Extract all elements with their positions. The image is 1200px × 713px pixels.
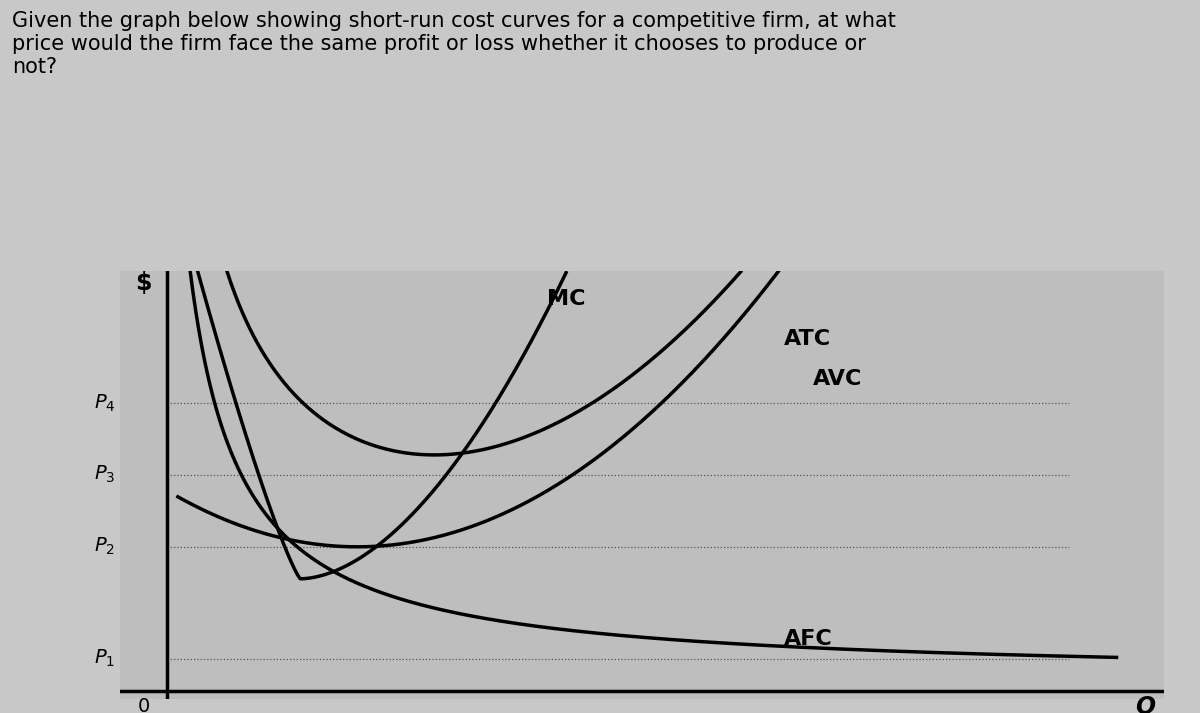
Text: $P_4$: $P_4$	[94, 392, 115, 414]
Text: Q: Q	[1135, 694, 1156, 713]
Text: $P_3$: $P_3$	[94, 464, 115, 486]
Text: $P_2$: $P_2$	[95, 536, 115, 558]
Text: $P_1$: $P_1$	[94, 648, 115, 670]
Text: $: $	[136, 271, 152, 295]
Text: 0: 0	[138, 697, 150, 713]
Text: Given the graph below showing short-run cost curves for a competitive firm, at w: Given the graph below showing short-run …	[12, 11, 896, 77]
Text: MC: MC	[547, 289, 586, 309]
Text: AVC: AVC	[812, 369, 863, 389]
Text: ATC: ATC	[785, 329, 832, 349]
Text: AFC: AFC	[785, 629, 833, 649]
